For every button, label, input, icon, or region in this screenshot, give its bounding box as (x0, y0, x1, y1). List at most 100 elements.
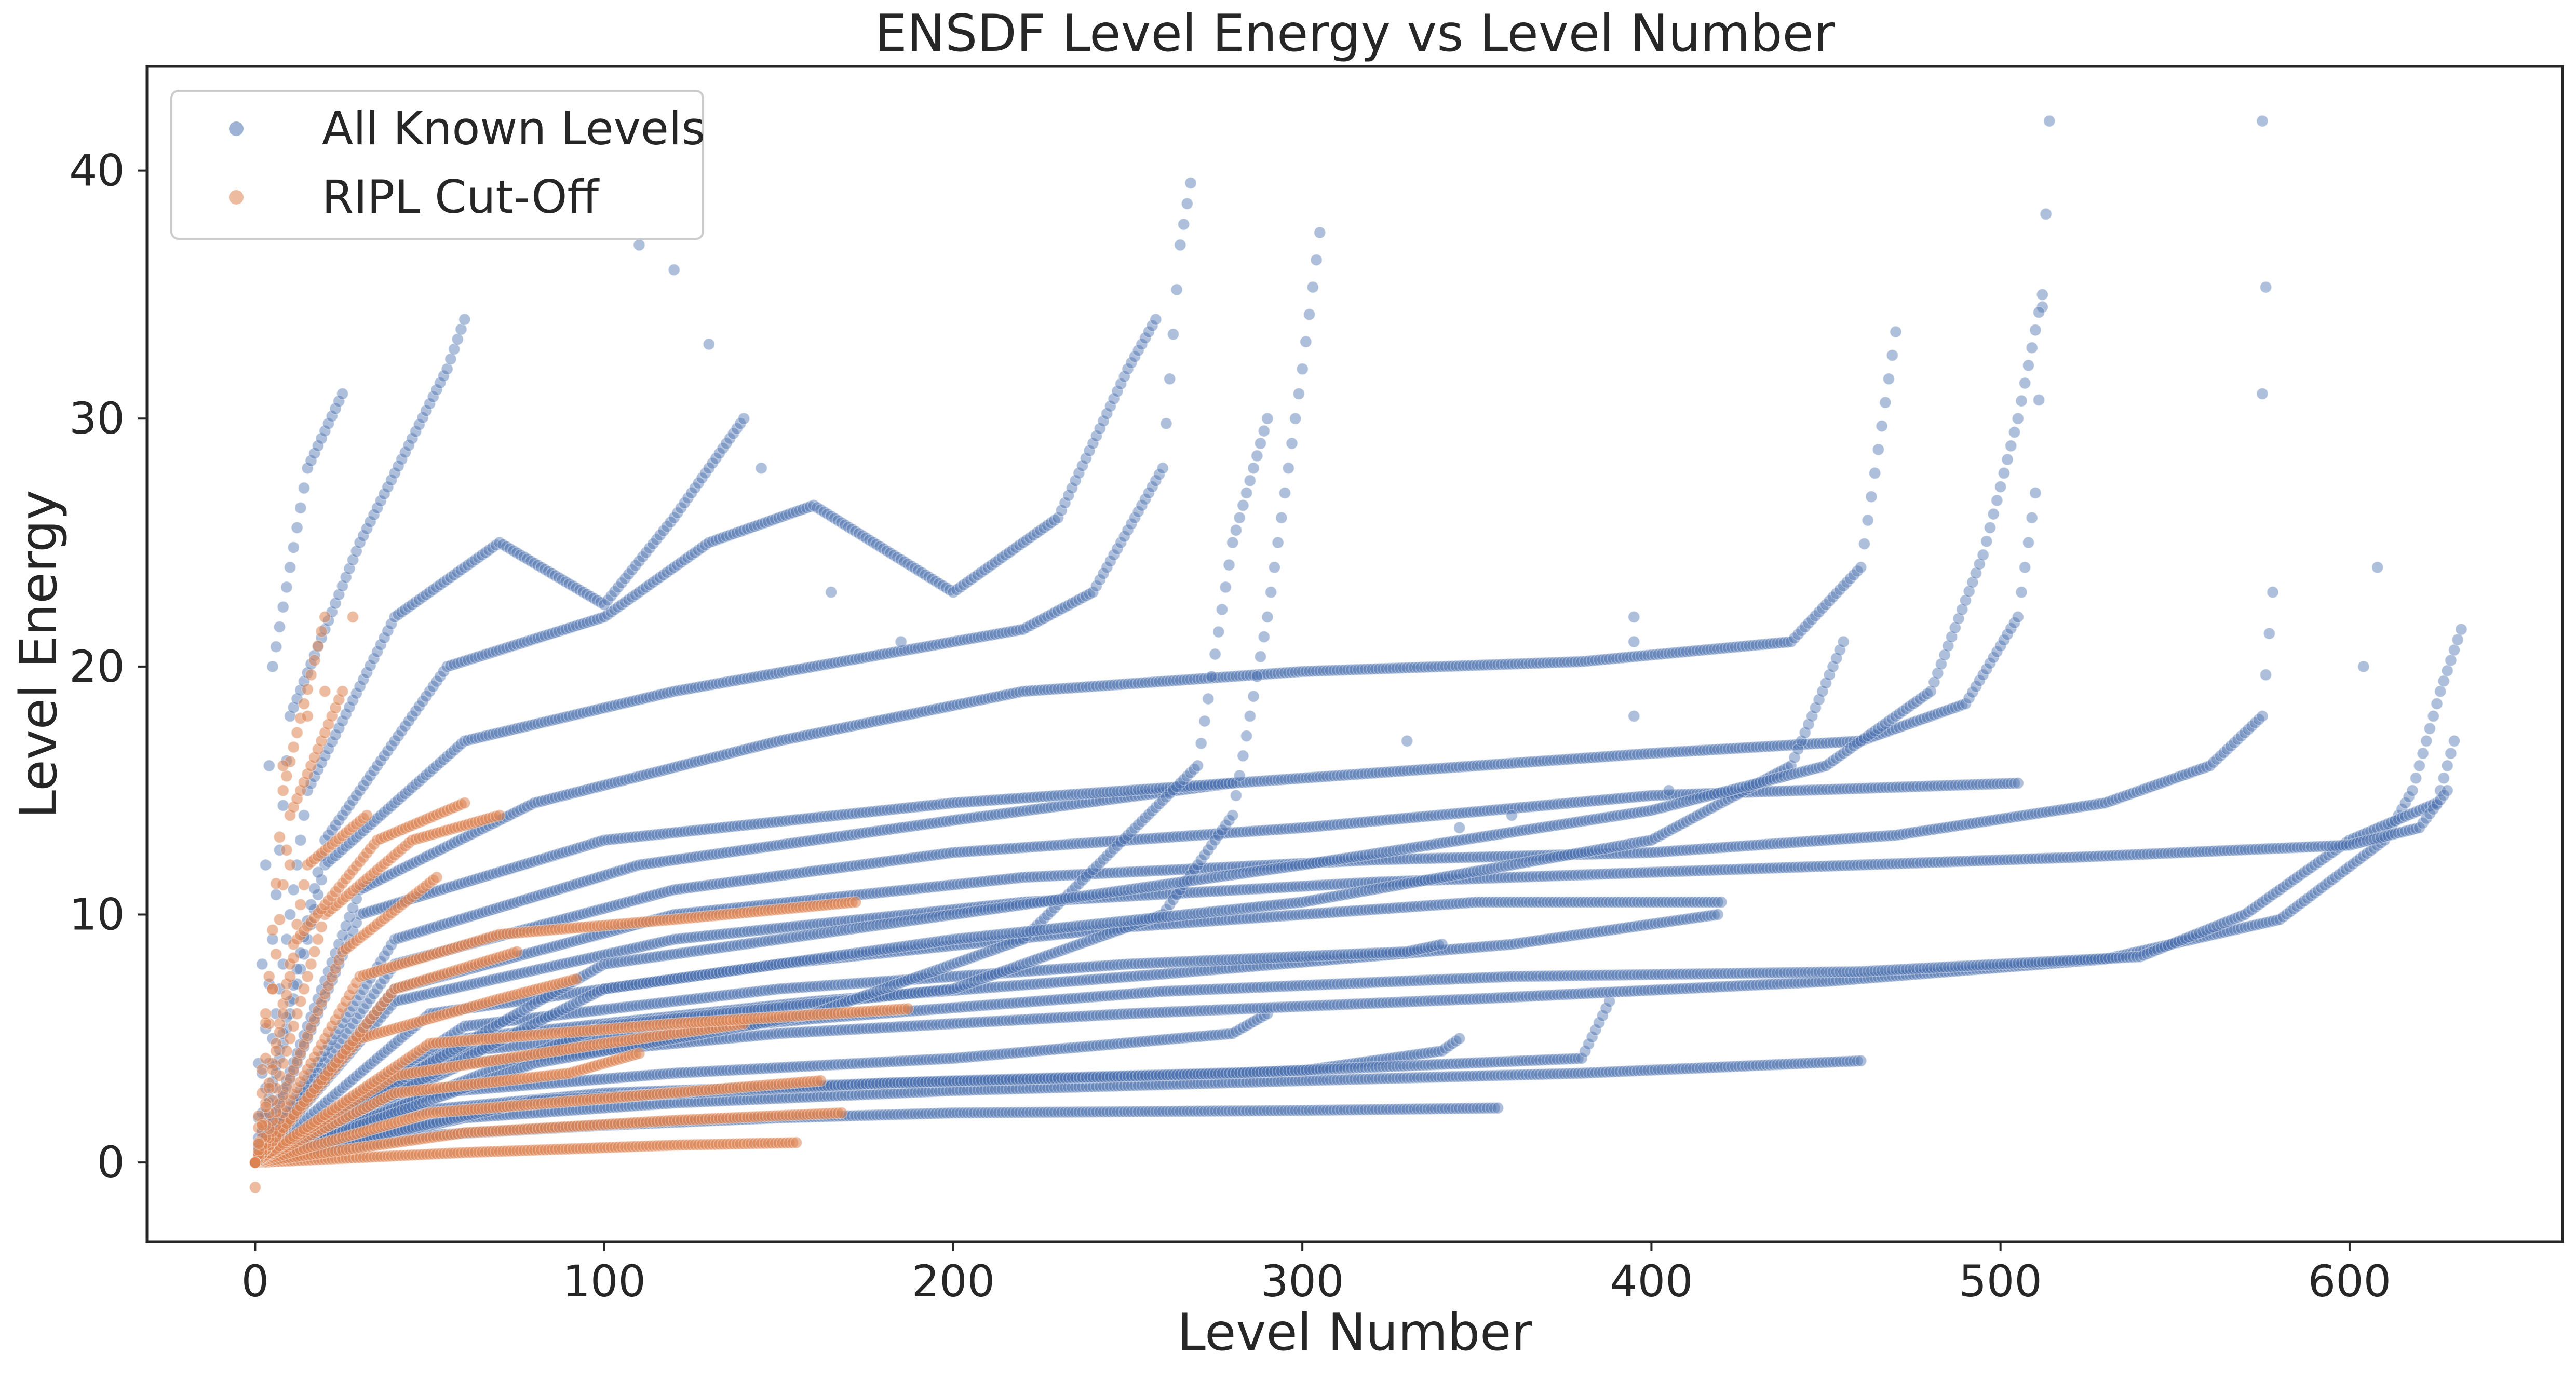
all-known-levels-point (1059, 1106, 1071, 1118)
all-known-levels-point (1383, 1103, 1396, 1116)
all-known-levels-point (982, 1106, 994, 1119)
all-known-levels-point (1024, 1106, 1036, 1119)
all-known-levels-point (1128, 1105, 1141, 1118)
all-known-levels-point (1408, 1103, 1421, 1115)
all-known-levels-point (961, 1106, 974, 1119)
all-known-levels-point (1327, 1104, 1340, 1116)
all-known-levels-point (1436, 938, 1448, 951)
all-known-levels-point (978, 1106, 991, 1119)
all-known-levels-point (2417, 747, 2429, 760)
all-known-levels-point (1223, 1105, 1235, 1117)
all-known-levels-point (1359, 1103, 1371, 1116)
all-known-levels-point (1306, 1104, 1319, 1117)
all-known-levels-point (1422, 1103, 1434, 1115)
all-known-levels-point (1414, 1103, 1427, 1115)
all-known-levels-point (2448, 735, 2461, 747)
all-known-levels-point (1456, 1102, 1469, 1115)
all-known-levels-point (957, 1106, 970, 1119)
all-known-levels-point (1442, 1102, 1455, 1115)
all-known-levels-point (2445, 654, 2457, 667)
all-known-levels-point (915, 1107, 928, 1120)
all-known-levels-point (1317, 1104, 1330, 1117)
all-known-levels-point (1251, 1104, 1263, 1117)
all-known-levels-point (1272, 1104, 1284, 1117)
all-known-levels-point (884, 1108, 897, 1121)
all-known-levels-point (1464, 1102, 1476, 1115)
all-known-levels-point (1170, 1105, 1183, 1118)
all-known-levels-point (1122, 1105, 1134, 1118)
all-known-levels-point (1041, 1106, 1054, 1119)
all-known-levels-point (1150, 1105, 1162, 1118)
all-known-levels-point (877, 1108, 890, 1121)
all-known-levels-point (1066, 1106, 1078, 1118)
all-known-levels-point (1310, 1104, 1323, 1117)
all-known-levels-point (905, 1108, 918, 1120)
all-known-levels-point (1397, 1103, 1410, 1116)
all-known-levels-point (1212, 1105, 1225, 1117)
all-known-levels-point (1268, 1104, 1281, 1117)
all-known-levels-point (1188, 1105, 1201, 1118)
all-known-levels-point (1394, 1103, 1407, 1116)
all-known-levels-point (1453, 1102, 1466, 1115)
all-known-levels-point (992, 1106, 1005, 1119)
all-known-levels-point (1363, 1103, 1375, 1116)
all-known-levels-point (1216, 1105, 1229, 1117)
all-known-levels-point (1711, 908, 1724, 921)
all-known-levels-point (926, 1107, 939, 1120)
all-known-levels-point (2451, 633, 2464, 646)
all-known-levels-point (1132, 1105, 1144, 1118)
all-known-levels-point (1118, 1105, 1131, 1118)
all-known-levels-point (2434, 685, 2447, 698)
all-known-levels-point (1020, 1106, 1033, 1119)
all-known-levels-point (1477, 1102, 1490, 1115)
all-known-levels-point (2427, 710, 2440, 723)
all-known-levels-point (1467, 1102, 1480, 1115)
all-known-levels-point (2423, 722, 2436, 735)
all-known-levels-point (863, 1109, 876, 1121)
all-known-levels-point (1045, 1106, 1057, 1119)
all-known-levels-point (947, 1106, 960, 1119)
all-known-levels-point (1320, 1104, 1333, 1117)
all-known-levels-point (881, 1108, 893, 1121)
all-known-levels-point (2406, 784, 2419, 797)
all-known-levels-point (1334, 1104, 1347, 1116)
all-known-levels-point (2448, 644, 2461, 656)
all-known-levels-point (1373, 1103, 1385, 1116)
all-known-levels-point (1037, 1106, 1050, 1119)
all-known-levels-point (909, 1107, 921, 1120)
all-known-levels-point (1237, 1104, 1249, 1117)
all-known-levels-point (954, 1106, 967, 1119)
all-known-levels-point (2420, 735, 2433, 747)
all-known-levels-point (1418, 1103, 1431, 1115)
all-known-levels-point (1139, 1105, 1152, 1118)
all-known-levels-point (1390, 1103, 1403, 1116)
all-known-levels-point (1348, 1103, 1361, 1116)
all-known-levels-point (1485, 1102, 1497, 1114)
all-known-levels-point (849, 1109, 862, 1122)
all-known-levels-point (1156, 1105, 1169, 1118)
all-known-levels-point (1076, 1106, 1089, 1118)
all-known-levels-point (996, 1106, 1008, 1119)
all-known-levels-point (1401, 1103, 1413, 1116)
all-known-levels-point (1090, 1105, 1103, 1118)
all-known-levels-point (1083, 1106, 1096, 1118)
all-known-levels-point (1226, 1105, 1239, 1117)
all-known-levels-point (1181, 1105, 1194, 1118)
all-known-levels-point (1163, 1105, 1176, 1118)
all-known-levels-point (1338, 1104, 1351, 1116)
all-known-levels-point (1450, 1102, 1462, 1115)
all-known-levels-point (2455, 623, 2467, 635)
all-known-levels-point (1369, 1103, 1382, 1116)
all-known-levels-point (1352, 1103, 1365, 1116)
all-known-levels-point (1460, 1102, 1473, 1115)
all-known-levels-point (2441, 784, 2453, 797)
all-known-levels-point (964, 1106, 977, 1119)
all-known-levels-point (940, 1107, 953, 1119)
all-known-levels-point (919, 1107, 932, 1120)
all-known-levels-point (1010, 1106, 1022, 1119)
all-known-levels-point (1264, 1104, 1277, 1117)
all-known-levels-point (1292, 1104, 1305, 1117)
all-known-levels-point (1006, 1106, 1019, 1119)
all-known-levels-point (1247, 1104, 1260, 1117)
